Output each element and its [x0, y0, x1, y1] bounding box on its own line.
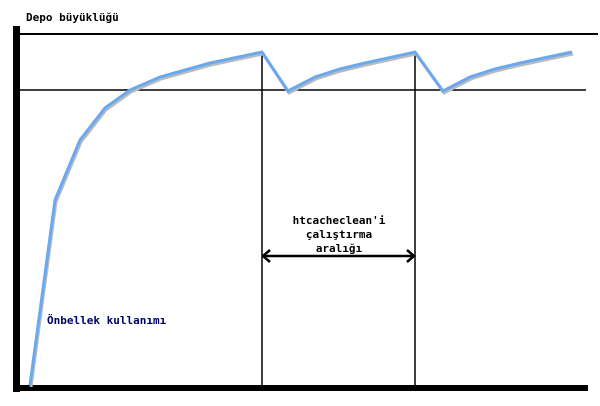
- cache-usage-curve-shadow: [29, 52, 574, 388]
- interval-label-line1: htcacheclean'i: [292, 214, 386, 227]
- interval-label: htcacheclean'i çalıştırma aralığı: [262, 214, 416, 256]
- interval-arrow: [261, 249, 416, 263]
- curve-label: Önbellek kullanımı: [47, 314, 167, 327]
- cache-usage-curve: [28, 50, 573, 386]
- interval-label-line2: çalıştırma: [305, 228, 373, 241]
- y-axis-label: Depo büyüklüğü: [26, 11, 119, 24]
- y-axis: [13, 26, 20, 392]
- interval-label-line3: aralığı: [315, 242, 363, 255]
- x-axis: [13, 385, 588, 391]
